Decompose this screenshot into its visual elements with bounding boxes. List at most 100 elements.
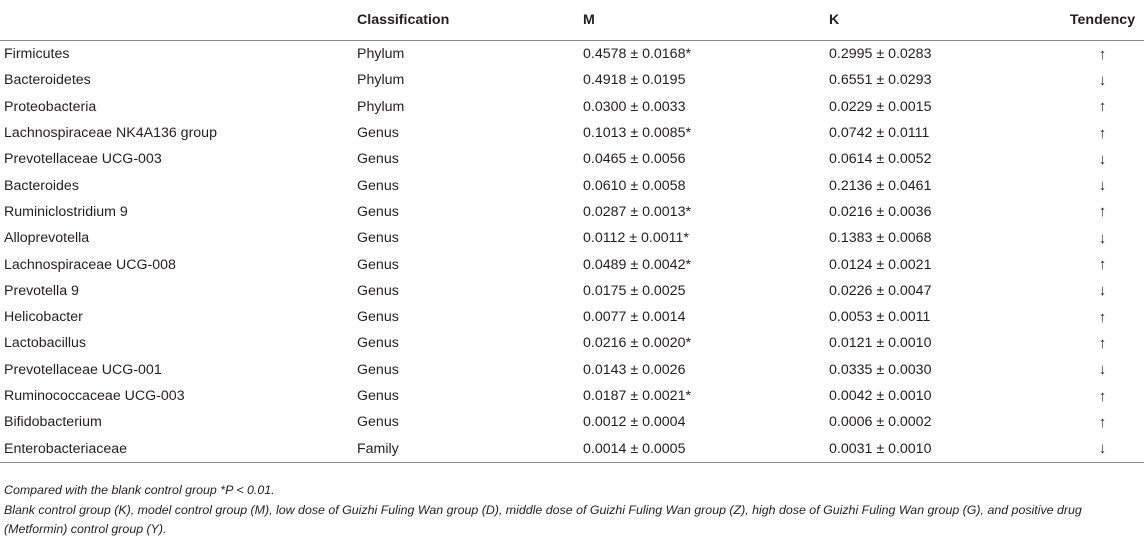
cell-taxon: Alloprevotella: [4, 230, 90, 247]
header-row: Classification M K Tendency: [0, 0, 1144, 41]
cell-taxon: Enterobacteriaceae: [0, 435, 353, 463]
cell-k-value: 0.0042 ± 0.0010: [829, 388, 932, 404]
table-row: Prevotella 9 Genus 0.0175 ± 0.0025 0.0226 ±…: [0, 278, 1144, 304]
abundance-table: Classification M K Tendency Firmicutes Ph…: [0, 0, 1144, 463]
table-header: Classification M K Tendency: [0, 0, 1144, 41]
cell-m-value: 0.4578 ± 0.0168*: [583, 46, 691, 63]
cell-classification: Genus: [357, 414, 399, 431]
cell-m-value: 0.0465 ± 0.0056: [583, 151, 686, 168]
table-row: Prevotellaceae UCG-001 Genus 0.0143 ± 0.00…: [0, 357, 1144, 383]
table-row: Ruminococcaceae UCG-003 Genus 0.0187 ± 0.0…: [0, 383, 1144, 409]
cell-k-value: 0.0226 ± 0.0047: [829, 282, 932, 299]
cell-tendency: ↓: [1098, 229, 1107, 247]
cell-taxon: Bacteroidetes: [4, 72, 91, 89]
cell-m-value: 0.0489 ± 0.0042*: [583, 256, 691, 273]
cell-classification: Genus: [357, 125, 399, 142]
cell-k-value: 0.0742 ± 0.0111: [829, 125, 930, 142]
cell-k-value: 0.0335 ± 0.0030: [829, 361, 932, 378]
cell-classification: Genus: [357, 361, 399, 378]
cell-m-value: 0.0610 ± 0.0058: [583, 177, 686, 194]
cell-m-value: 0.0014 ± 0.0005: [579, 435, 825, 463]
table-footnotes: Compared with the blank control group *P…: [4, 481, 1134, 540]
cell-taxon: Proteobacteria: [4, 98, 97, 115]
table-body: Firmicutes Phylum 0.4578 ± 0.0168* 0.2995 ±…: [0, 41, 1144, 463]
footnote-groups: Blank control group (K), model control g…: [4, 502, 1082, 537]
cell-tendency: ↑: [1098, 387, 1107, 405]
cell-classification: Genus: [357, 309, 399, 326]
cell-m-value: 0.1013 ± 0.0085*: [583, 125, 691, 142]
cell-tendency: ↑: [1098, 256, 1107, 274]
cell-tendency: ↑: [1098, 413, 1107, 431]
table-row: Alloprevotella Genus 0.0112 ± 0.0011* 0.138…: [0, 225, 1144, 251]
table-row: Bacteroidetes Phylum 0.4918 ± 0.0195 0.6551…: [0, 67, 1144, 93]
cell-classification: Genus: [357, 203, 399, 220]
cell-tendency: ↑: [1098, 98, 1107, 116]
table-row: Ruminiclostridium 9 Genus 0.0287 ± 0.0013*…: [0, 199, 1144, 225]
cell-tendency: ↓: [1098, 71, 1107, 89]
header-taxon: [0, 0, 353, 41]
cell-m-value: 0.0187 ± 0.0021*: [583, 388, 691, 404]
cell-k-value: 0.0229 ± 0.0015: [829, 98, 932, 115]
table-row: Enterobacteriaceae Family 0.0014 ± 0.0005 0…: [0, 435, 1144, 463]
cell-tendency: ↓: [1098, 177, 1107, 195]
header-tendency: Tendency: [1067, 0, 1144, 41]
footnote-significance: Compared with the blank control group *P…: [4, 483, 275, 497]
cell-m-value: 0.0012 ± 0.0004: [583, 414, 686, 431]
cell-taxon: Helicobacter: [4, 309, 83, 326]
cell-classification: Phylum: [357, 46, 405, 63]
cell-k-value: 0.0216 ± 0.0036: [829, 203, 932, 220]
cell-m-value: 0.0077 ± 0.0014: [583, 309, 686, 326]
cell-taxon: Prevotella 9: [4, 282, 79, 299]
header-m: M: [579, 0, 825, 41]
cell-classification: Genus: [357, 256, 399, 273]
cell-classification: Family: [353, 435, 579, 463]
cell-m-value: 0.4918 ± 0.0195: [583, 72, 686, 89]
cell-classification: Genus: [357, 282, 399, 299]
cell-tendency: ↑: [1098, 124, 1107, 142]
cell-tendency: ↓: [1098, 150, 1107, 168]
cell-taxon: Prevotellaceae UCG-003: [4, 151, 162, 168]
table-row: Proteobacteria Phylum 0.0300 ± 0.0033 0.022…: [0, 94, 1144, 120]
cell-k-value: 0.6551 ± 0.0293: [829, 72, 932, 89]
cell-taxon: Lachnospiraceae NK4A136 group: [4, 125, 217, 142]
table-row: Firmicutes Phylum 0.4578 ± 0.0168* 0.2995 ±…: [0, 41, 1144, 68]
cell-k-value: 0.2136 ± 0.0461: [829, 177, 932, 194]
cell-classification: Genus: [357, 177, 399, 194]
cell-classification: Genus: [357, 230, 399, 247]
cell-m-value: 0.0175 ± 0.0025: [583, 282, 686, 299]
cell-k-value: 0.2995 ± 0.0283: [829, 46, 932, 63]
cell-k-value: 0.0053 ± 0.0011: [829, 309, 931, 326]
table-row: Bifidobacterium Genus 0.0012 ± 0.0004 0.000…: [0, 409, 1144, 435]
cell-classification: Genus: [357, 151, 399, 168]
cell-m-value: 0.0300 ± 0.0033: [583, 98, 686, 115]
cell-tendency: ↑: [1098, 308, 1107, 326]
cell-tendency: ↓: [1098, 282, 1107, 300]
cell-m-value: 0.0143 ± 0.0026: [583, 361, 686, 378]
cell-taxon: Lachnospiraceae UCG-008: [4, 256, 176, 273]
cell-taxon: Bifidobacterium: [4, 414, 102, 431]
table-row: Lactobacillus Genus 0.0216 ± 0.0020* 0.0121…: [0, 330, 1144, 356]
cell-tendency: ↑: [1098, 334, 1107, 352]
cell-taxon: Lactobacillus: [4, 335, 87, 352]
cell-tendency: ↓: [1098, 361, 1107, 379]
cell-tendency: ↑: [1098, 45, 1107, 63]
table-row: Helicobacter Genus 0.0077 ± 0.0014 0.0053 ±…: [0, 304, 1144, 330]
cell-taxon: Ruminiclostridium 9: [4, 203, 128, 220]
cell-classification: Genus: [357, 388, 399, 404]
table-row: Lachnospiraceae UCG-008 Genus 0.0489 ± 0.0…: [0, 251, 1144, 277]
cell-taxon: Firmicutes: [4, 46, 70, 63]
cell-k-value: 0.0121 ± 0.0010: [829, 335, 932, 352]
cell-classification: Genus: [357, 335, 399, 352]
cell-m-value: 0.0112 ± 0.0011*: [583, 230, 689, 247]
cell-taxon: Bacteroides: [4, 177, 79, 194]
cell-classification: Phylum: [357, 98, 405, 115]
cell-classification: Phylum: [357, 72, 405, 89]
cell-k-value: 0.0006 ± 0.0002: [829, 414, 932, 431]
cell-tendency: ↑: [1098, 203, 1107, 221]
table-row: Lachnospiraceae NK4A136 group Genus 0.1013…: [0, 120, 1144, 146]
header-k: K: [825, 0, 1067, 41]
cell-m-value: 0.0287 ± 0.0013*: [583, 203, 691, 220]
cell-k-value: 0.0124 ± 0.0021: [829, 256, 932, 273]
cell-k-value: 0.0031 ± 0.0010: [825, 435, 1067, 463]
